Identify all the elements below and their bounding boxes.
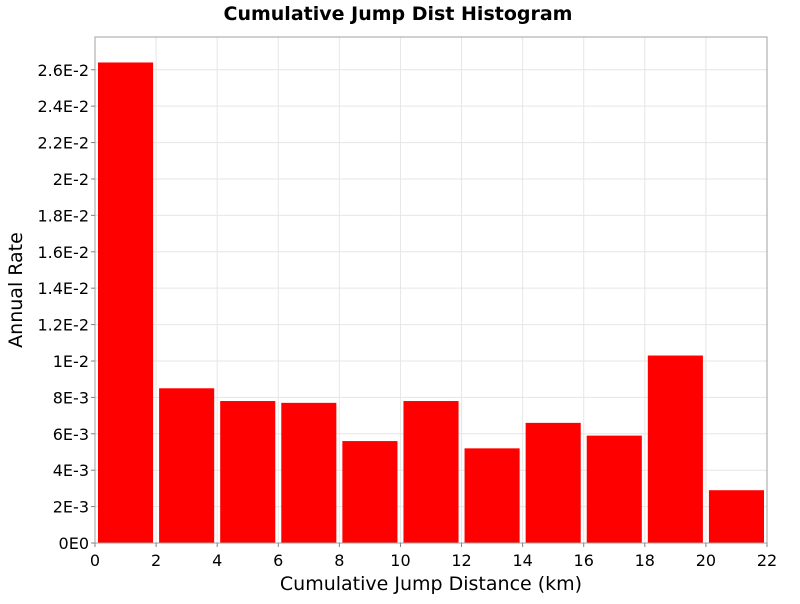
x-tick-label: 20 (696, 551, 716, 570)
x-tick-label: 12 (451, 551, 471, 570)
x-tick-label: 22 (757, 551, 777, 570)
x-tick-label: 0 (90, 551, 100, 570)
histogram-bar-5 (342, 441, 398, 543)
x-tick-label: 18 (635, 551, 655, 570)
histogram-bar-7 (464, 448, 520, 543)
y-tick-label: 2E-3 (53, 498, 89, 517)
x-tick-label: 2 (151, 551, 161, 570)
histogram-bar-1 (98, 62, 154, 543)
x-tick-label: 14 (512, 551, 532, 570)
histogram-bar-8 (525, 422, 581, 543)
y-tick-label: 2.6E-2 (37, 61, 89, 80)
x-tick-labels: 0 2 4 6 8 10 12 14 16 18 20 22 (90, 551, 777, 570)
y-tick-label: 8E-3 (53, 388, 89, 407)
y-tick-label: 1E-2 (53, 352, 89, 371)
ticks-layer (91, 69, 768, 547)
y-tick-label: 1.6E-2 (37, 243, 89, 262)
x-tick-label: 8 (334, 551, 344, 570)
y-tick-label: 6E-3 (53, 425, 89, 444)
y-tick-label: 1.8E-2 (37, 206, 89, 225)
y-tick-label: 2.4E-2 (37, 97, 89, 116)
histogram-bar-9 (586, 435, 642, 543)
x-tick-label: 6 (273, 551, 283, 570)
x-axis-label: Cumulative Jump Distance (km) (280, 573, 582, 595)
y-tick-label: 1.2E-2 (37, 316, 89, 335)
y-tick-label: 1.4E-2 (37, 279, 89, 298)
x-tick-label: 10 (390, 551, 410, 570)
histogram-bar-3 (220, 401, 276, 543)
x-tick-label: 16 (574, 551, 594, 570)
bars-layer (98, 62, 764, 543)
chart-title: Cumulative Jump Dist Histogram (224, 3, 573, 25)
histogram-bar-2 (159, 388, 215, 543)
plot-frame (94, 36, 768, 544)
histogram-bar-4 (281, 402, 337, 543)
x-tick-label: 4 (212, 551, 222, 570)
y-axis-label: Annual Rate (5, 232, 27, 348)
histogram-bar-11 (708, 490, 764, 543)
histogram-bar-6 (403, 401, 459, 543)
y-tick-labels: 0E0 2E-3 4E-3 6E-3 8E-3 1E-2 1.2E-2 1.4E-2 1.6E-… (37, 61, 89, 553)
y-tick-label: 2E-2 (53, 170, 89, 189)
y-tick-label: 4E-3 (53, 461, 89, 480)
y-tick-label: 0E0 (59, 534, 89, 553)
histogram-bar-10 (647, 355, 703, 543)
y-tick-label: 2.2E-2 (37, 134, 89, 153)
